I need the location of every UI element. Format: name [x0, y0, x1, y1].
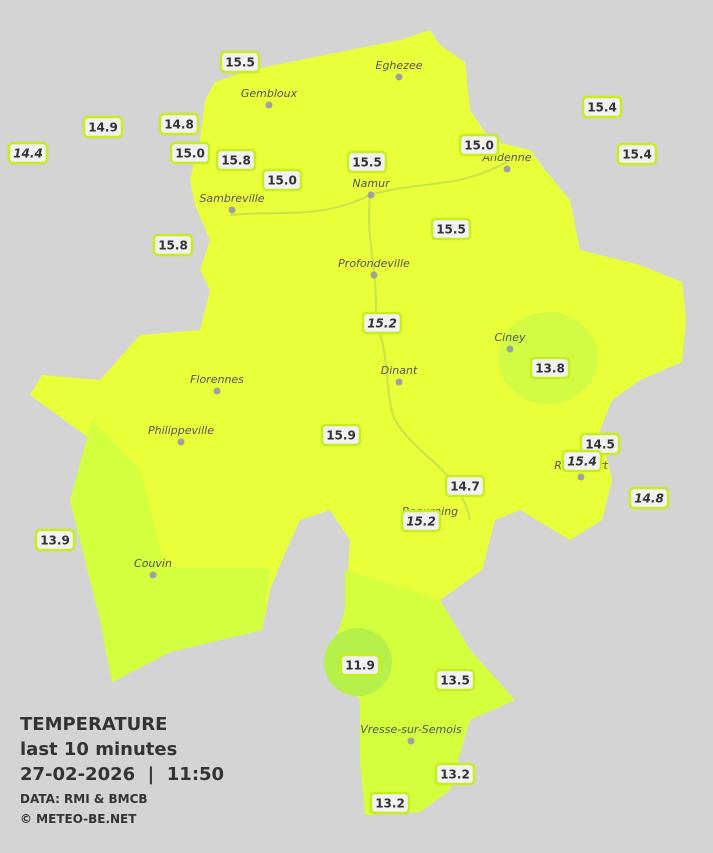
- station-value: 15.8: [158, 239, 188, 253]
- legend-source: DATA: RMI & BMCB: [20, 792, 148, 806]
- town-dot: [503, 165, 511, 173]
- town-label: Florennes: [190, 373, 244, 386]
- station-badge: [320, 423, 362, 447]
- station-badge: [361, 311, 403, 335]
- station-value: 15.5: [225, 56, 255, 70]
- station-value: 14.4: [13, 147, 43, 161]
- town-dot: [228, 206, 236, 214]
- station-value: 11.9: [345, 659, 375, 673]
- station-badge: [430, 217, 472, 241]
- station-badge: [34, 528, 76, 552]
- town-label: Dinant: [381, 364, 418, 377]
- town-label: Ciney: [495, 331, 526, 344]
- town-dot: [265, 101, 273, 109]
- legend-subtitle: last 10 minutes: [20, 739, 177, 760]
- station-badge: [7, 141, 49, 165]
- station-value: 15.2: [406, 515, 436, 529]
- station-value: 15.0: [267, 174, 297, 188]
- town-dot: [367, 191, 375, 199]
- town-dot: [177, 438, 185, 446]
- station-value: 15.4: [587, 101, 617, 115]
- station-value: 14.5: [585, 438, 615, 452]
- station-badge: [434, 668, 476, 692]
- station-badge: [434, 762, 476, 786]
- station-badge: [152, 233, 194, 257]
- station-badge: [219, 50, 261, 74]
- station-badge: [561, 449, 603, 473]
- station-badge: [158, 112, 200, 136]
- town-label: Philippeville: [148, 424, 214, 437]
- town-label: Namur: [352, 177, 391, 190]
- station-badge: [339, 653, 381, 677]
- station-value: 15.5: [352, 156, 382, 170]
- station-badge: [616, 142, 658, 166]
- legend-title: TEMPERATURE: [20, 714, 167, 735]
- station-badge: [444, 474, 486, 498]
- legend-copyright: © METEO-BE.NET: [20, 812, 137, 826]
- station-value: 13.9: [40, 534, 70, 548]
- town-label: Sambreville: [199, 192, 264, 205]
- zone-south: [328, 570, 515, 815]
- station-badge: [215, 148, 257, 172]
- station-value: 14.8: [164, 118, 194, 132]
- station-value: 13.8: [535, 362, 565, 376]
- legend-datetime: 27-02-2026 | 11:50: [20, 764, 224, 785]
- town-dot: [506, 345, 514, 353]
- town-label: Eghezee: [376, 59, 423, 72]
- station-badge: [400, 509, 442, 533]
- town-label: Couvin: [134, 557, 172, 570]
- station-badge: [346, 150, 388, 174]
- station-badge: [628, 486, 670, 510]
- station-value: 14.8: [634, 492, 664, 506]
- station-value: 15.8: [221, 154, 251, 168]
- station-value: 15.5: [436, 223, 466, 237]
- station-badge: [82, 115, 124, 139]
- station-badge: [581, 95, 623, 119]
- station-value: 15.0: [175, 147, 205, 161]
- town-dot: [407, 737, 415, 745]
- station-badge: [369, 791, 411, 815]
- station-value: 15.2: [367, 317, 397, 331]
- station-value: 14.9: [88, 121, 118, 135]
- station-value: 15.4: [567, 455, 597, 469]
- town-dot: [370, 271, 378, 279]
- station-value: 15.4: [622, 148, 652, 162]
- town-label: Profondeville: [338, 257, 410, 270]
- station-value: 15.0: [464, 139, 494, 153]
- town-dot: [395, 73, 403, 81]
- station-badge: [261, 168, 303, 192]
- station-value: 13.5: [440, 674, 470, 688]
- town-label: Gembloux: [241, 87, 298, 100]
- station-badge: [458, 133, 500, 157]
- town-dot: [213, 387, 221, 395]
- zone-southwest: [70, 420, 270, 682]
- town-label: Vresse-sur-Semois: [360, 723, 462, 736]
- town-dot: [577, 473, 585, 481]
- station-badge: [169, 141, 211, 165]
- town-dot: [395, 378, 403, 386]
- station-value: 13.2: [440, 768, 470, 782]
- town-dot: [149, 571, 157, 579]
- station-badge: [529, 356, 571, 380]
- station-value: 13.2: [375, 797, 405, 811]
- station-value: 15.9: [326, 429, 356, 443]
- station-value: 14.7: [450, 480, 480, 494]
